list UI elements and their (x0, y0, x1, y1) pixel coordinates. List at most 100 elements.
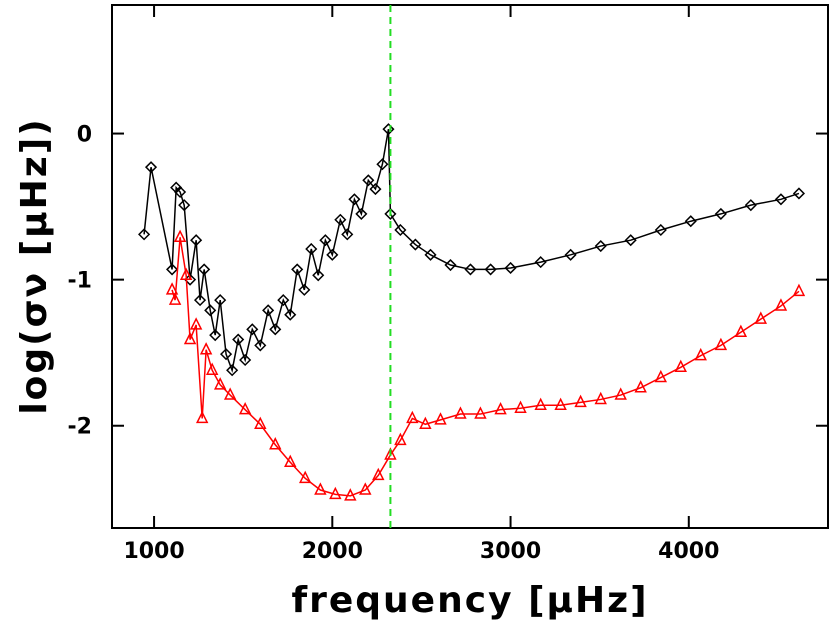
y-tick-label: 0 (77, 123, 92, 148)
data-point (348, 193, 361, 206)
data-point (341, 228, 354, 241)
data-point (284, 454, 297, 468)
plot-frame (111, 4, 829, 529)
data-point (534, 397, 547, 411)
x-tick-label: 2000 (302, 539, 363, 564)
data-point (183, 331, 197, 345)
data-point (494, 401, 507, 415)
data-point (372, 467, 385, 481)
data-point (424, 248, 437, 261)
data-point (564, 248, 577, 261)
data-point (504, 261, 517, 275)
data-point (198, 263, 211, 276)
data-point (454, 406, 467, 419)
data-point (624, 234, 637, 247)
data-point (291, 263, 304, 276)
data-point (319, 234, 332, 247)
data-point (382, 123, 395, 136)
data-point (694, 347, 707, 361)
data-point (189, 317, 203, 330)
data-point (232, 333, 245, 346)
data-point (314, 482, 327, 495)
data-point (362, 174, 375, 187)
y-tick-label: -1 (68, 269, 92, 294)
data-point (269, 323, 282, 336)
data-point (344, 488, 357, 501)
series-line (143, 129, 800, 373)
data-point (534, 256, 547, 269)
data-point (193, 294, 207, 307)
data-point (254, 339, 267, 352)
data-point (209, 329, 222, 342)
data-point (223, 387, 237, 400)
data-point (205, 362, 219, 375)
data-point (774, 298, 788, 311)
data-point (474, 406, 487, 419)
data-point (394, 432, 407, 446)
data-point (262, 304, 275, 317)
data-point (238, 401, 252, 415)
data-point (434, 412, 447, 425)
data-point (165, 282, 179, 295)
data-point (744, 199, 757, 212)
data-point (246, 323, 259, 336)
data-point (674, 359, 687, 373)
data-point (213, 377, 227, 390)
data-point (166, 263, 179, 276)
data-point (329, 486, 342, 500)
data-point (298, 283, 311, 296)
data-point (394, 223, 407, 237)
data-point (284, 308, 297, 321)
x-axis-label: frequency [μHz] (291, 580, 648, 621)
data-point (214, 294, 227, 307)
data-point (178, 199, 191, 212)
data-point (305, 242, 318, 256)
data-point (173, 229, 187, 243)
data-point (714, 207, 727, 220)
data-point (190, 234, 203, 247)
data-point (792, 187, 806, 200)
data-point (614, 387, 627, 400)
data-point (226, 364, 239, 377)
y-axis-label: log(σν [μHz]) (14, 117, 55, 414)
data-point (406, 410, 419, 424)
data-point (654, 369, 668, 383)
data-point (312, 269, 325, 282)
data-point (138, 228, 151, 241)
data-point (654, 223, 667, 237)
data-point (464, 263, 477, 276)
data-point (574, 394, 587, 408)
data-point (269, 437, 282, 450)
data-point (684, 215, 697, 228)
data-point (179, 267, 193, 281)
data-point (554, 397, 567, 411)
data-point (199, 342, 213, 355)
data-point (239, 353, 252, 367)
x-tick-label: 1000 (123, 539, 184, 564)
data-point (355, 207, 368, 220)
data-point (376, 158, 389, 171)
x-tick-label: 3000 (480, 539, 541, 564)
data-point (514, 400, 527, 413)
data-point (484, 263, 497, 276)
data-point (409, 238, 422, 251)
data-point (220, 348, 233, 361)
data-point (334, 213, 347, 226)
data-point (168, 292, 182, 305)
data-point (299, 470, 312, 484)
x-tick-label: 4000 (658, 539, 719, 564)
data-point (594, 391, 607, 405)
data-point (754, 311, 768, 324)
data-point (204, 304, 217, 317)
data-point (734, 324, 748, 337)
data-point (144, 161, 158, 174)
data-point (444, 258, 457, 272)
data-point (359, 482, 372, 495)
data-point (384, 207, 397, 220)
data-point (326, 248, 339, 261)
data-point (384, 447, 397, 460)
data-point (714, 337, 728, 351)
data-point (174, 185, 187, 199)
y-tick-label: -2 (68, 415, 92, 440)
